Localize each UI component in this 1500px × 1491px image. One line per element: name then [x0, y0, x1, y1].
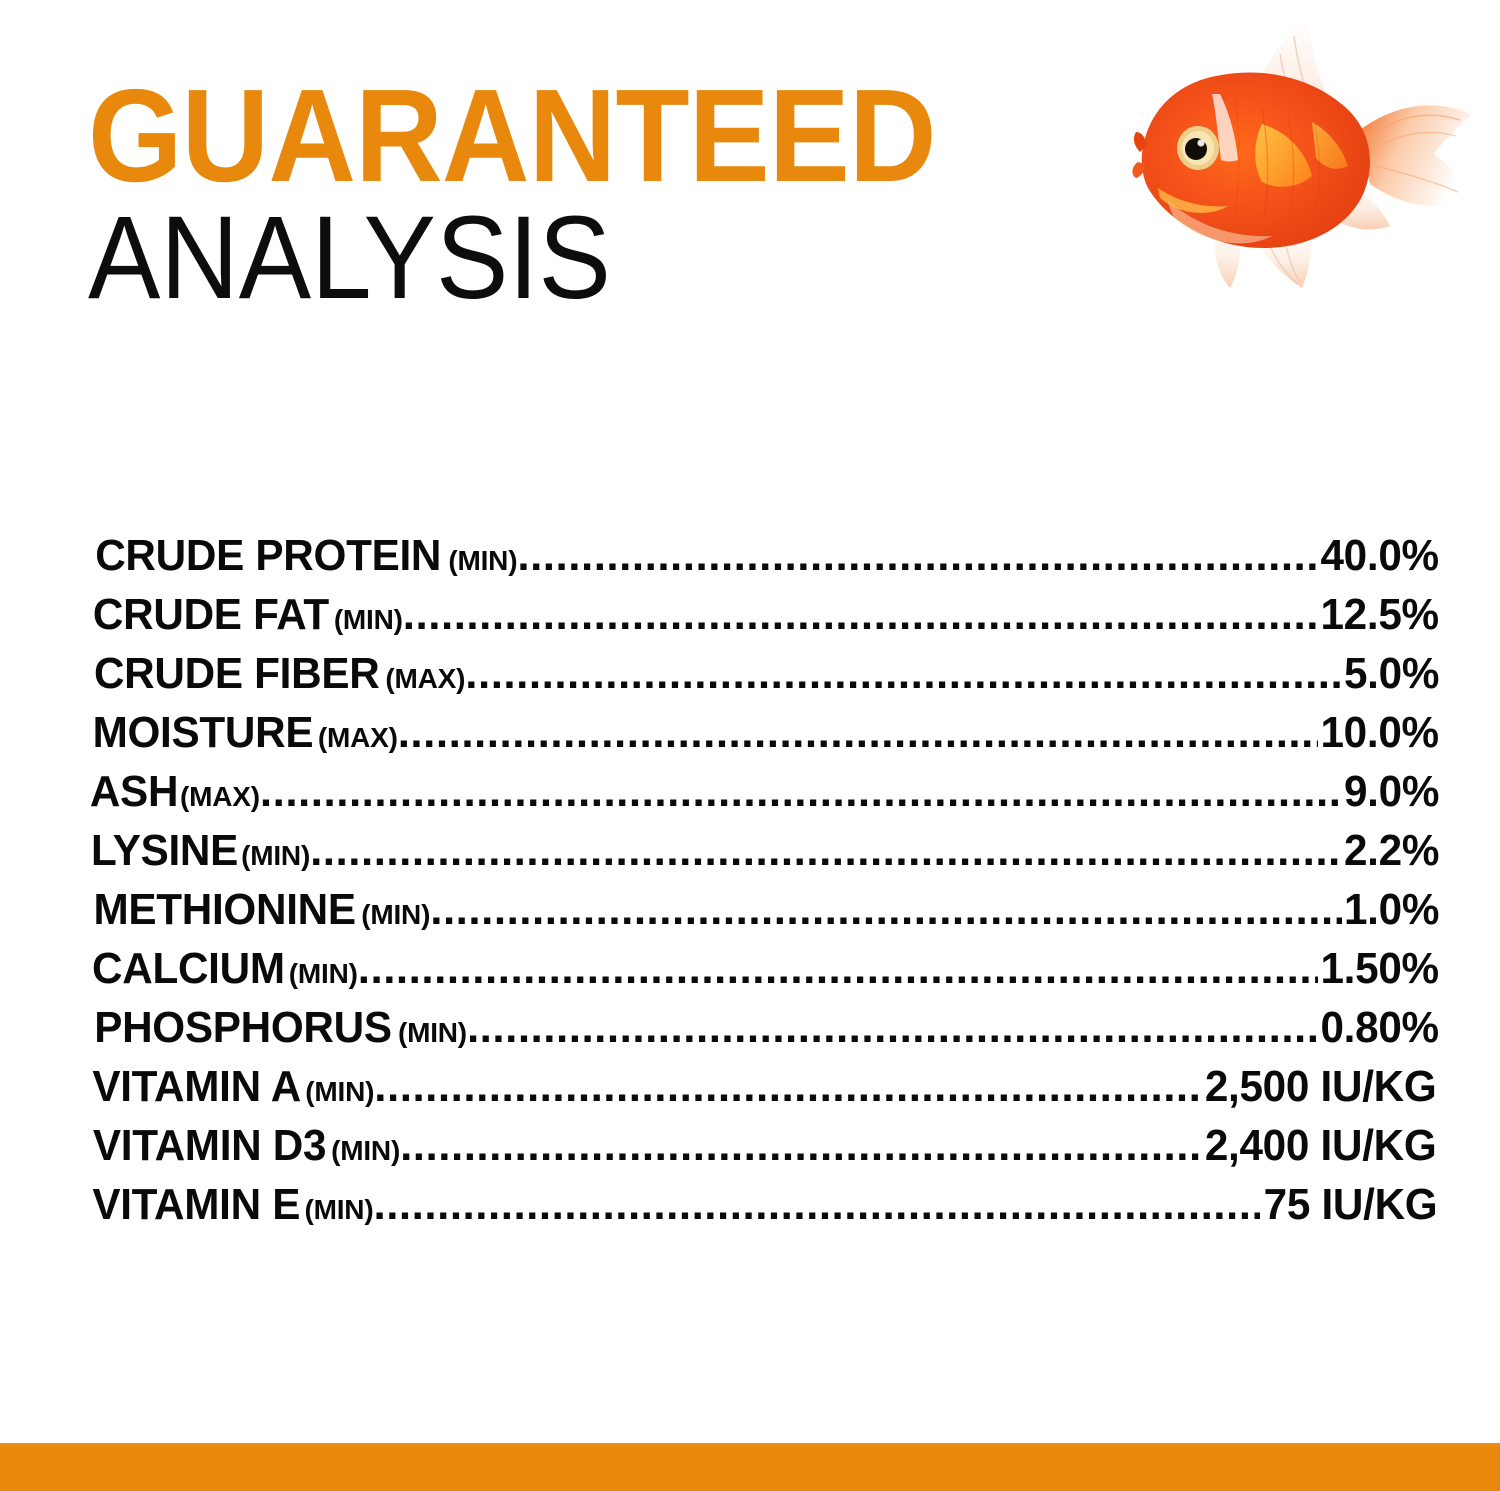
nutrient-value: 1.0% — [1343, 885, 1440, 934]
dot-leader: ........................................… — [517, 534, 1318, 578]
nutrient-qualifier: (MAX) — [317, 722, 398, 753]
nutrient-qualifier: (MIN) — [288, 958, 358, 989]
nutrient-label: PHOSPHORUS — [94, 1003, 392, 1052]
dot-leader: ........................................… — [466, 1006, 1318, 1050]
footer-accent-band — [0, 1443, 1500, 1491]
analysis-row: VITAMIN E (MIN)..........................… — [88, 1180, 1441, 1239]
nutrient-value: 5.0% — [1343, 649, 1440, 698]
guaranteed-analysis-list: CRUDE PROTEIN (MIN)......................… — [88, 531, 1441, 1239]
page-title-main: GUARANTEED — [88, 62, 937, 209]
goldfish-illustration — [1132, 18, 1472, 288]
analysis-row: CRUDE PROTEIN (MIN)......................… — [88, 531, 1441, 590]
nutrient-qualifier: (MIN) — [361, 899, 431, 930]
fish-tail-fin — [1357, 105, 1472, 207]
nutrient-value: 75 IU/KG — [1263, 1180, 1438, 1229]
dot-leader: ........................................… — [400, 1124, 1200, 1168]
fish-gill-stripe — [1212, 94, 1238, 162]
nutrient-label: VITAMIN E — [92, 1180, 301, 1229]
analysis-row: METHIONINE (MIN).........................… — [88, 885, 1441, 944]
dot-leader: ........................................… — [357, 947, 1318, 991]
dot-leader: ........................................… — [430, 888, 1342, 932]
nutrient-label: VITAMIN A — [92, 1062, 301, 1111]
nutrient-qualifier: (MIN) — [448, 545, 518, 576]
analysis-row: VITAMIN A (MIN)..........................… — [88, 1062, 1441, 1121]
nutrient-value: 2,400 IU/KG — [1204, 1121, 1437, 1170]
analysis-row: CRUDE FAT (MIN)..........................… — [88, 590, 1441, 649]
dot-leader: ........................................… — [373, 1183, 1260, 1227]
analysis-row: CRUDE FIBER (MAX)........................… — [88, 649, 1441, 708]
nutrient-qualifier: (MIN) — [241, 840, 311, 871]
nutrient-value: 12.5% — [1320, 590, 1439, 639]
nutrient-label: CRUDE PROTEIN — [95, 531, 442, 580]
dot-leader: ........................................… — [397, 711, 1318, 755]
nutrient-label: ASH — [89, 767, 179, 816]
footer-accent-band-highlight — [0, 1443, 1500, 1446]
dot-leader: ........................................… — [465, 652, 1342, 696]
nutrient-label: CRUDE FAT — [92, 590, 329, 639]
nutrient-label: CRUDE FIBER — [93, 649, 380, 698]
fish-body-highlight — [1255, 124, 1312, 187]
analysis-row: PHOSPHORUS (MIN).........................… — [88, 1003, 1441, 1062]
nutrient-value: 1.50% — [1320, 944, 1439, 993]
dot-leader: ........................................… — [310, 829, 1342, 873]
nutrient-label: LYSINE — [91, 826, 239, 875]
nutrient-label: METHIONINE — [93, 885, 356, 934]
nutrient-value: 40.0% — [1320, 531, 1439, 580]
nutrient-qualifier: (MAX) — [385, 663, 466, 694]
analysis-row: VITAMIN D3 (MIN).........................… — [88, 1121, 1441, 1180]
nutrient-label: VITAMIN D3 — [92, 1121, 327, 1170]
nutrient-qualifier: (MIN) — [304, 1194, 374, 1225]
nutrient-qualifier: (MIN) — [305, 1076, 375, 1107]
nutrient-value: 2.2% — [1343, 826, 1440, 875]
nutrient-value: 9.0% — [1343, 767, 1440, 816]
analysis-row: LYSINE (MIN).............................… — [88, 826, 1441, 885]
nutrient-value: 10.0% — [1320, 708, 1439, 757]
page-title-sub: ANALYSIS — [88, 192, 611, 325]
analysis-row: CALCIUM (MIN)............................… — [88, 944, 1441, 1003]
nutrient-qualifier: (MIN) — [333, 604, 403, 635]
dot-leader: ........................................… — [402, 593, 1318, 637]
nutrient-label: MOISTURE — [92, 708, 314, 757]
nutrient-qualifier: (MIN) — [331, 1135, 401, 1166]
nutrient-label: CALCIUM — [92, 944, 285, 993]
dot-leader: ........................................… — [374, 1065, 1200, 1109]
nutrient-value: 0.80% — [1320, 1003, 1439, 1052]
page-header: GUARANTEED ANALYSIS — [88, 62, 1088, 325]
nutrient-qualifier: (MIN) — [397, 1017, 467, 1048]
nutrient-value: 2,500 IU/KG — [1204, 1062, 1437, 1111]
analysis-row: ASH (MAX)................................… — [88, 767, 1441, 826]
analysis-row: MOISTURE (MAX)...........................… — [88, 708, 1441, 767]
dot-leader: ........................................… — [259, 770, 1342, 814]
goldfish-image — [1112, 2, 1500, 322]
nutrient-qualifier: (MAX) — [180, 781, 260, 812]
